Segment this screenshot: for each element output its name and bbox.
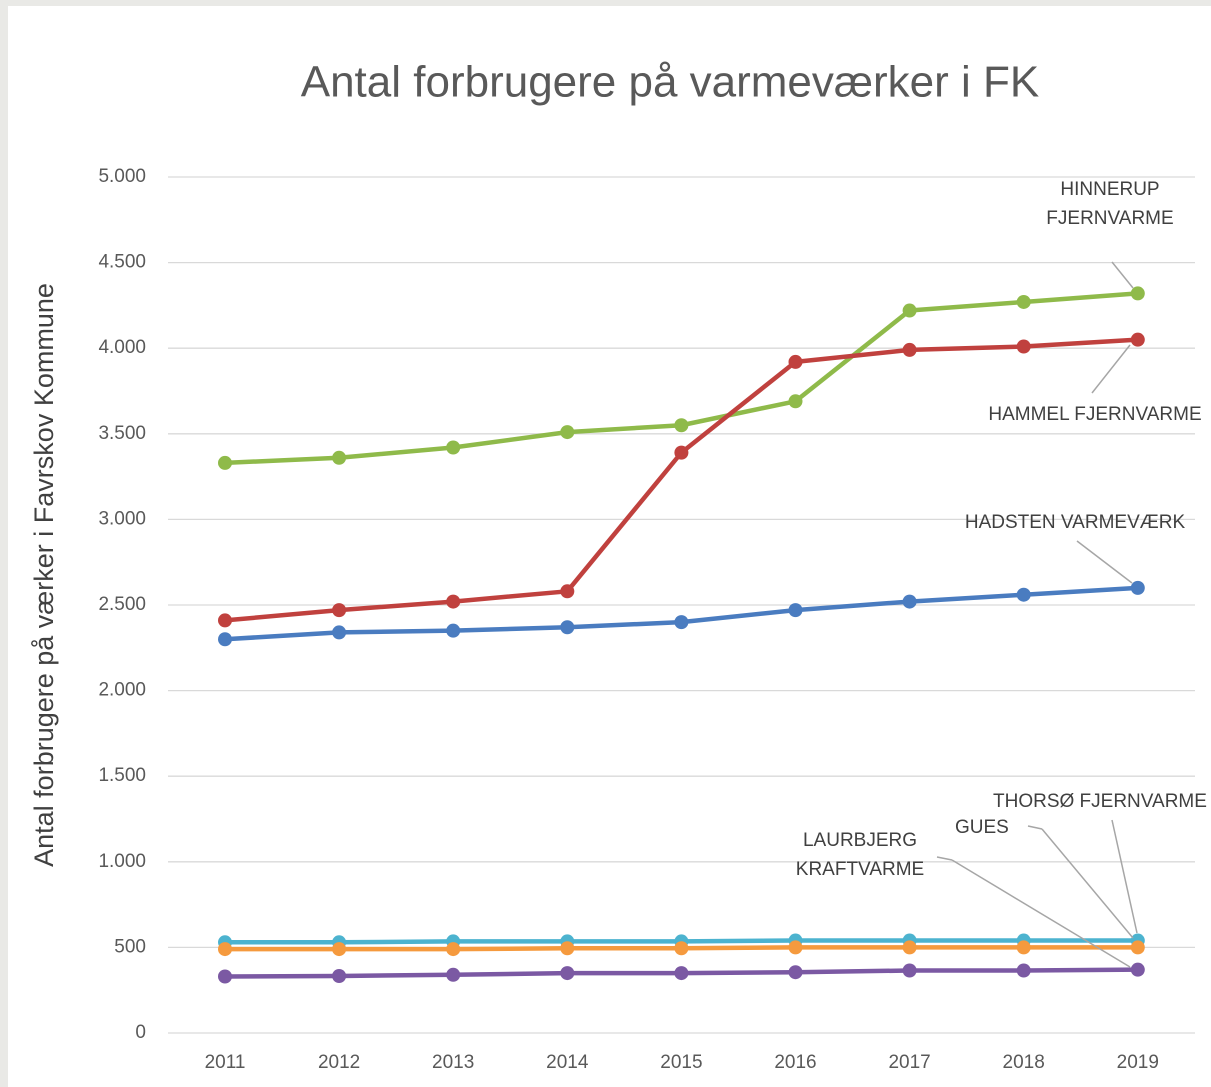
y-tick-label: 2.000: [98, 680, 146, 701]
y-tick-label: 5.000: [98, 166, 146, 187]
data-point: [1016, 940, 1031, 955]
leader-line: [1076, 540, 1133, 584]
y-tick-label: 4.500: [98, 252, 146, 273]
series-label: GUES: [955, 817, 1009, 838]
x-tick-label: 2011: [205, 1052, 246, 1073]
data-point: [1016, 294, 1031, 309]
data-point: [1130, 286, 1145, 301]
leader-line: [951, 859, 1131, 968]
series-label: HADSTEN VARMEVÆRK: [964, 512, 1186, 533]
leader-line: [1111, 261, 1134, 289]
chart-card: Antal forbrugere på varmeværker i FK Ant…: [8, 6, 1211, 1087]
data-point: [1016, 339, 1031, 354]
y-tick-label: 3.500: [98, 423, 146, 444]
data-point: [332, 968, 347, 983]
data-point: [446, 440, 461, 455]
data-point: [674, 966, 689, 981]
data-point: [902, 594, 917, 609]
data-point: [1130, 962, 1145, 977]
series-label: HAMMEL FJERNVARME: [988, 404, 1202, 425]
y-tick-label: 500: [114, 936, 146, 957]
x-tick-label: 2018: [1003, 1052, 1045, 1073]
data-point: [218, 613, 232, 628]
data-point: [788, 965, 803, 980]
series-label: HINNERUP FJERNVARME: [1046, 179, 1174, 229]
data-point: [674, 418, 689, 433]
x-tick-label: 2013: [432, 1052, 474, 1073]
y-tick-label: 2.500: [98, 594, 146, 615]
chart-title: Antal forbrugere på varmeværker i FK: [301, 58, 1040, 107]
chart: Antal forbrugere på varmeværker i FK Ant…: [29, 58, 1195, 1073]
data-point: [446, 967, 461, 982]
data-point: [902, 303, 917, 318]
data-point: [332, 603, 347, 618]
y-tick-label: 3.000: [98, 508, 146, 529]
data-point: [1130, 332, 1145, 347]
data-point: [674, 941, 689, 956]
data-point: [332, 942, 347, 957]
x-tick-label: 2014: [546, 1052, 589, 1073]
data-point: [674, 615, 689, 630]
leader-line: [1027, 825, 1043, 830]
data-point: [560, 425, 575, 440]
leader-line: [936, 856, 953, 861]
data-point: [446, 594, 461, 609]
data-point: [788, 354, 803, 369]
series-line: [224, 337, 1138, 623]
data-point: [1130, 940, 1145, 955]
series-line: [224, 291, 1138, 466]
data-point: [218, 455, 232, 470]
data-point: [560, 584, 575, 599]
data-point: [788, 394, 803, 409]
data-point: [560, 620, 575, 635]
data-point: [902, 940, 917, 955]
y-axis-label: Antal forbrugere på værker i Favrskov Ko…: [29, 283, 59, 867]
series-label: LAURBJERG KRAFTVARME: [795, 830, 925, 880]
data-point: [332, 450, 347, 465]
x-tick-label: 2017: [888, 1052, 930, 1073]
data-point: [902, 342, 917, 357]
data-point: [218, 632, 232, 647]
data-point: [218, 942, 232, 957]
data-point: [332, 625, 347, 640]
y-tick-label: 0: [135, 1022, 146, 1043]
data-point: [1016, 963, 1031, 978]
data-point: [902, 963, 917, 978]
data-point: [674, 445, 689, 460]
data-point: [1130, 580, 1145, 595]
data-point: [218, 969, 232, 984]
data-point: [788, 603, 803, 618]
data-point: [1016, 587, 1031, 602]
y-tick-label: 4.000: [98, 337, 146, 358]
leader-line: [1091, 344, 1131, 394]
x-tick-label: 2015: [660, 1052, 702, 1073]
y-tick-label: 1.000: [98, 851, 146, 872]
data-point: [788, 940, 803, 955]
y-tick-label: 1.500: [98, 765, 146, 786]
x-tick-label: 2012: [318, 1052, 360, 1073]
x-tick-label: 2019: [1117, 1052, 1159, 1073]
data-point: [446, 942, 461, 957]
leader-line: [1041, 828, 1134, 939]
data-point: [446, 623, 461, 638]
x-tick-label: 2016: [774, 1052, 816, 1073]
series-line: [224, 585, 1138, 642]
data-point: [560, 966, 575, 981]
data-point: [560, 941, 575, 956]
leader-line: [1111, 819, 1138, 934]
series-label: THORSØ FJERNVARME: [993, 791, 1207, 812]
